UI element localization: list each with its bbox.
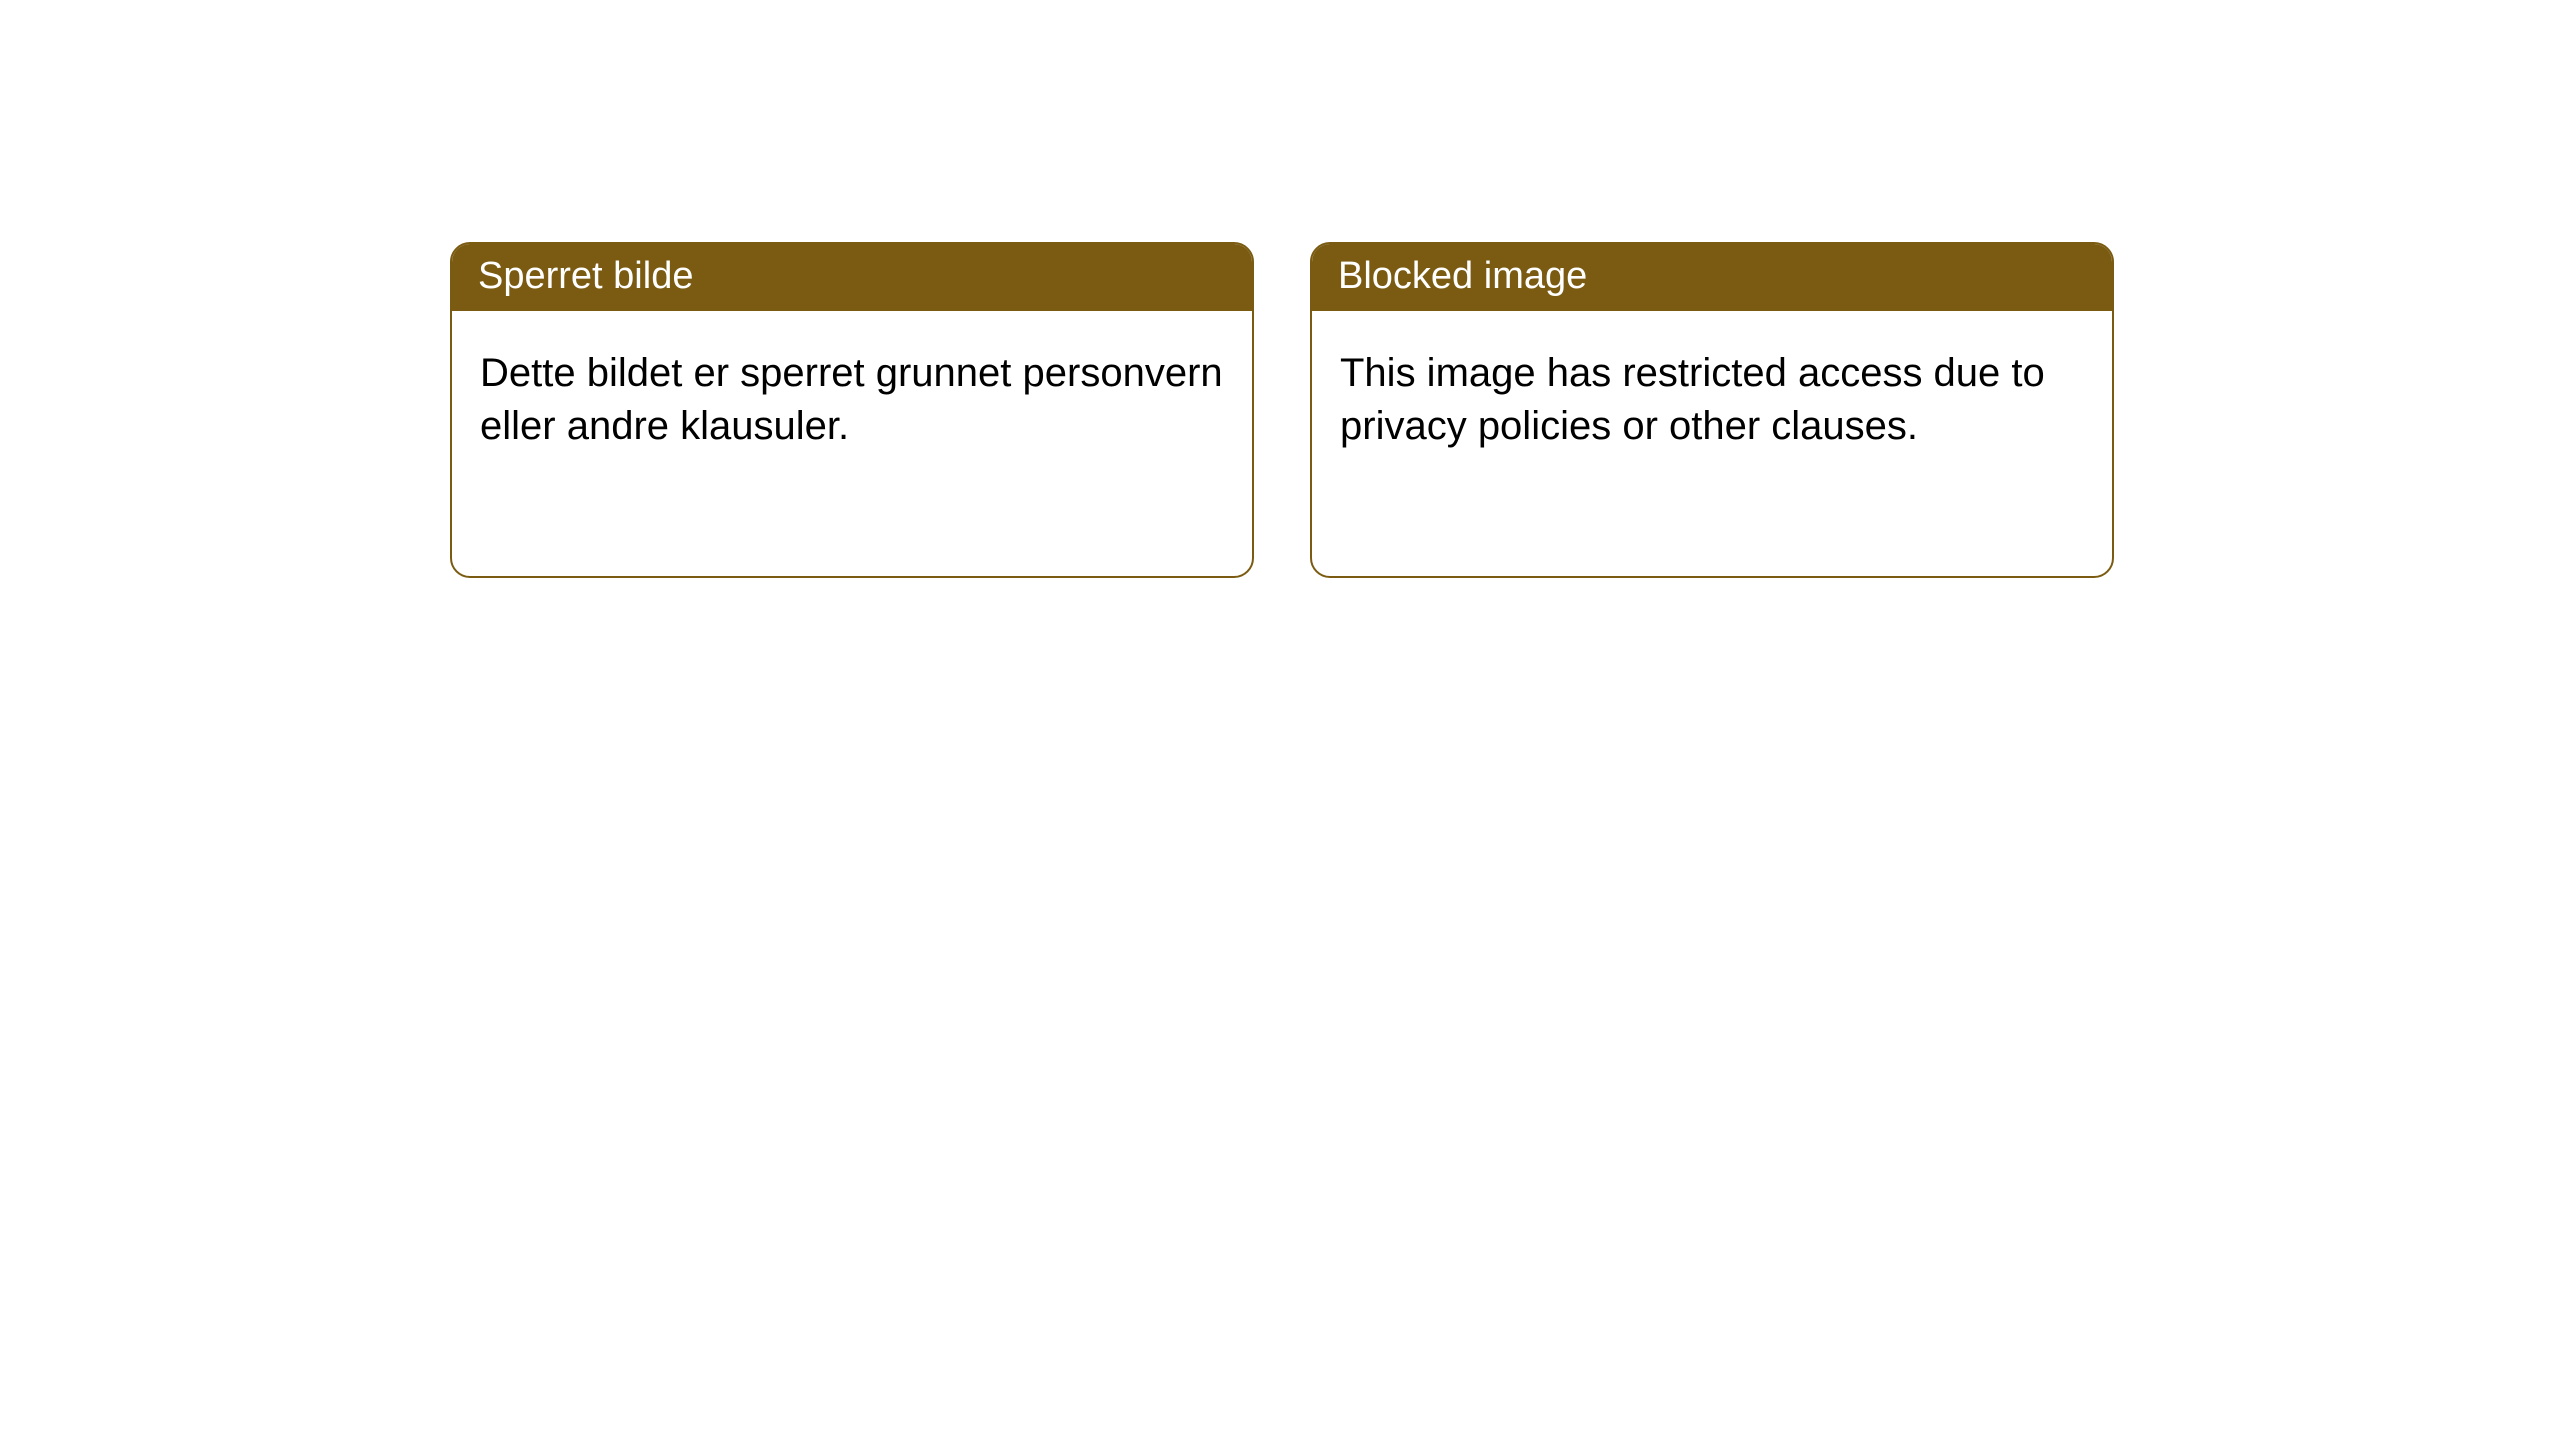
notice-title: Sperret bilde — [452, 244, 1252, 311]
notice-body: This image has restricted access due to … — [1312, 311, 2112, 489]
notice-body: Dette bildet er sperret grunnet personve… — [452, 311, 1252, 489]
notice-card-english: Blocked image This image has restricted … — [1310, 242, 2114, 578]
notice-card-norwegian: Sperret bilde Dette bildet er sperret gr… — [450, 242, 1254, 578]
notice-title: Blocked image — [1312, 244, 2112, 311]
notice-container: Sperret bilde Dette bildet er sperret gr… — [0, 0, 2560, 578]
